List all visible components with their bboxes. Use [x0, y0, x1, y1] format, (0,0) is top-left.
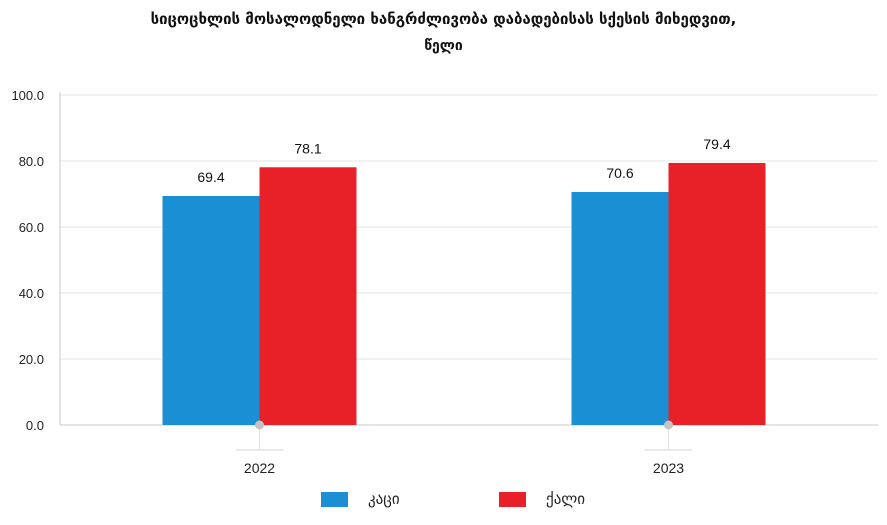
- y-tick-label: 40.0: [19, 286, 44, 301]
- legend-label-women: ქალი: [546, 490, 586, 508]
- y-tick-label: 100.0: [11, 88, 44, 103]
- bar: [668, 162, 766, 426]
- data-label: 79.4: [703, 136, 730, 152]
- legend-label-men: კაცი: [368, 490, 400, 508]
- x-category-label: 2023: [653, 460, 684, 476]
- y-tick-label: 0.0: [26, 418, 44, 433]
- legend-swatch-women: [499, 491, 526, 507]
- legend-item-men[interactable]: კაცი: [321, 490, 400, 508]
- chart-title: სიცოცხლის მოსალოდნელი ხანგრძლივობა დაბად…: [150, 10, 737, 28]
- y-tick-label: 80.0: [19, 154, 44, 169]
- data-label: 70.6: [606, 165, 633, 181]
- data-label: 69.4: [197, 169, 224, 185]
- bar-chart: 0.0 20.0 40.0 60.0 80.0 100.0 69.4 78.1 2022 70.6…: [11, 88, 878, 476]
- y-tick-label: 60.0: [19, 220, 44, 235]
- legend-swatch-men: [321, 491, 348, 507]
- y-tick-label: 20.0: [19, 352, 44, 367]
- bar: [259, 167, 357, 425]
- chart-subtitle: წელი: [424, 38, 463, 54]
- bar: [162, 195, 260, 425]
- x-axis-marker: [255, 420, 264, 430]
- legend: კაცი ქალი: [0, 490, 887, 514]
- x-category-label: 2022: [244, 460, 275, 476]
- data-label: 78.1: [294, 140, 321, 156]
- x-axis-marker: [664, 420, 673, 430]
- legend-item-women[interactable]: ქალი: [499, 490, 585, 508]
- bar: [571, 192, 669, 425]
